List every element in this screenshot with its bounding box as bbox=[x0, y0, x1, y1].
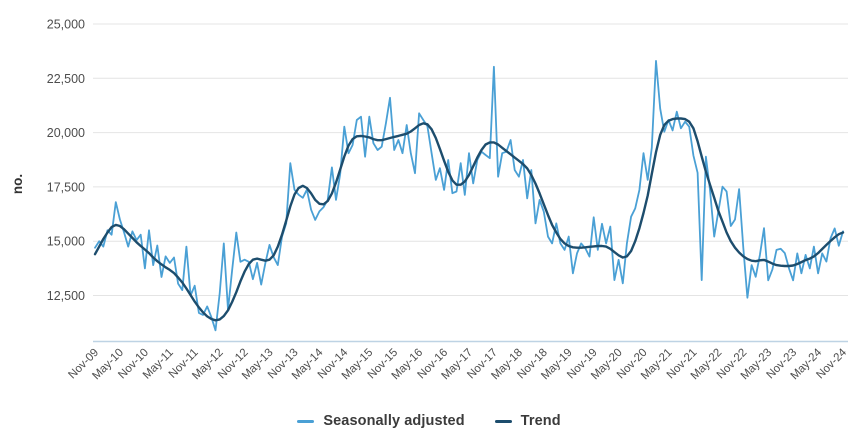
gridlines bbox=[93, 23, 848, 343]
y-axis-title: no. bbox=[10, 174, 25, 194]
legend-label: Trend bbox=[520, 413, 561, 429]
legend-item-trend[interactable]: Trend bbox=[494, 413, 561, 429]
seasonally-adjusted-line bbox=[94, 60, 844, 332]
y-tick-label: 17,500 bbox=[47, 180, 85, 194]
y-axis-tick-labels: 25,000 22,500 20,000 17,500 15,000 12,500 bbox=[47, 18, 85, 304]
y-tick-label: 12,500 bbox=[47, 289, 85, 303]
data-series bbox=[93, 60, 845, 332]
chart-legend: Seasonally adjusted Trend bbox=[0, 413, 858, 429]
trend-line bbox=[93, 117, 845, 322]
y-tick-label: 22,500 bbox=[47, 72, 85, 86]
y-tick-label: 20,000 bbox=[47, 126, 85, 140]
y-tick-label: 15,000 bbox=[47, 235, 85, 249]
legend-item-seasonally-adjusted[interactable]: Seasonally adjusted bbox=[297, 413, 465, 429]
seasonally-adjusted-line-swatch-icon bbox=[297, 419, 315, 423]
legend-label: Seasonally adjusted bbox=[323, 413, 465, 429]
x-axis-tick-labels: Nov-09May-10Nov-10May-11Nov-11May-12Nov-… bbox=[66, 346, 849, 382]
trend-line-swatch-icon bbox=[494, 419, 512, 423]
y-tick-label: 25,000 bbox=[47, 18, 85, 32]
